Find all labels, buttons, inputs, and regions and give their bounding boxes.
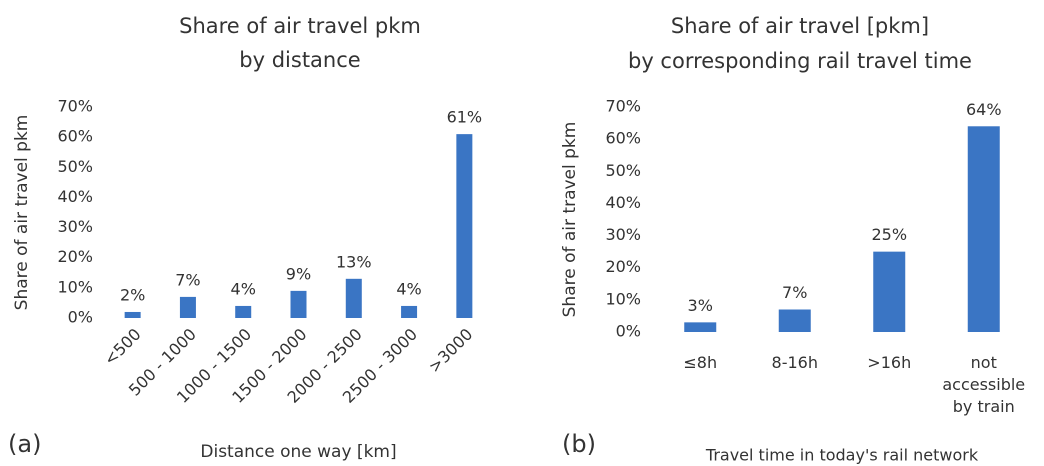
- y-tick-label: 70%: [605, 97, 641, 116]
- x-tick-label: 8-16h: [771, 353, 818, 372]
- y-tick-label: 0%: [68, 308, 93, 327]
- x-axis-title: Distance one way [km]: [200, 442, 396, 462]
- y-tick-label: 50%: [57, 157, 93, 176]
- y-tick-label: 10%: [605, 289, 641, 308]
- y-tick-label: 60%: [605, 129, 641, 148]
- chart-title: by corresponding rail travel time: [628, 49, 972, 73]
- x-tick-label: >16h: [867, 353, 912, 372]
- bar: [684, 322, 717, 332]
- bar: [873, 251, 906, 332]
- panel-label: (b): [562, 430, 596, 458]
- chart-title: Share of air travel pkm: [179, 14, 421, 38]
- bar: [235, 305, 252, 318]
- y-tick-label: 20%: [57, 247, 93, 266]
- data-label: 3%: [688, 296, 713, 315]
- x-tick-label: >3000: [425, 325, 477, 377]
- y-tick-label: 40%: [605, 193, 641, 212]
- y-tick-label: 10%: [57, 277, 93, 296]
- bar: [401, 305, 418, 318]
- data-label: 4%: [231, 279, 256, 298]
- x-tick-label: not accessible by train: [942, 353, 1026, 416]
- data-label: 61%: [447, 108, 483, 127]
- y-tick-label: 30%: [57, 217, 93, 236]
- bar: [967, 126, 1000, 333]
- y-axis-title: Share of air travel pkm: [12, 115, 32, 311]
- y-tick-label: 70%: [57, 97, 93, 116]
- data-label: 25%: [871, 225, 907, 244]
- y-tick-label: 0%: [616, 322, 641, 341]
- panel-label: (a): [8, 430, 41, 458]
- chart-title: by distance: [239, 48, 360, 72]
- bar: [456, 134, 473, 318]
- bar: [124, 311, 141, 318]
- data-label: 13%: [336, 252, 372, 271]
- y-axis-title: Share of air travel pkm: [560, 122, 580, 318]
- data-label: 4%: [396, 279, 421, 298]
- bar: [778, 309, 811, 332]
- chart-title: Share of air travel [pkm]: [671, 14, 929, 38]
- data-label: 2%: [120, 285, 145, 304]
- x-tick-label: ≤8h: [683, 353, 718, 372]
- data-label: 64%: [966, 100, 1002, 119]
- y-tick-label: 30%: [605, 225, 641, 244]
- y-tick-label: 60%: [57, 127, 93, 146]
- data-label: 9%: [286, 264, 311, 283]
- bar: [290, 290, 307, 318]
- y-tick-label: 40%: [57, 187, 93, 206]
- data-label: 7%: [175, 270, 200, 289]
- y-tick-label: 50%: [605, 161, 641, 180]
- y-tick-label: 20%: [605, 257, 641, 276]
- x-axis-title: Travel time in today's rail network: [705, 446, 979, 465]
- x-tick-label: <500: [100, 325, 145, 370]
- data-label: 7%: [782, 283, 807, 302]
- bar: [345, 278, 362, 318]
- bar: [179, 296, 196, 318]
